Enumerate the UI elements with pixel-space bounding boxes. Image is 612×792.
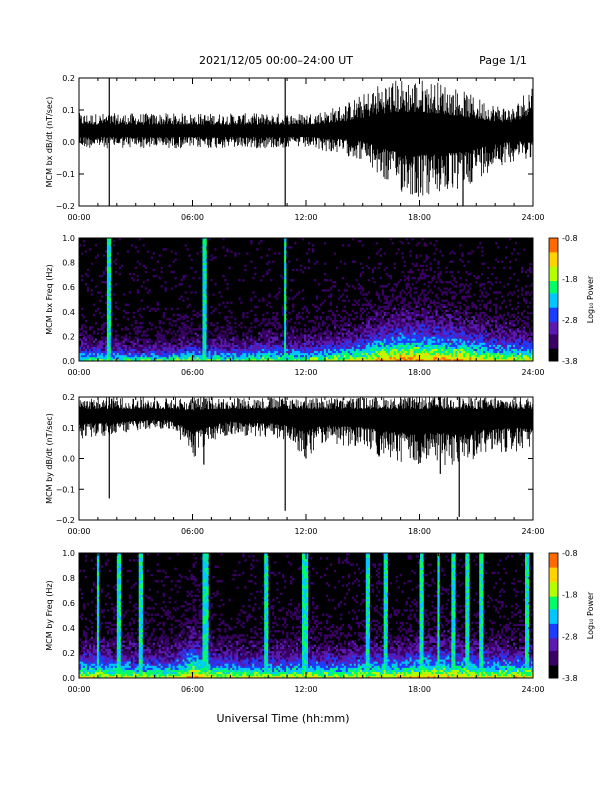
trace-line <box>78 80 533 197</box>
colorbar-tick-label: -3.8 <box>562 674 578 683</box>
x-tick-label: 24:00 <box>521 213 544 222</box>
y-tick-label: −0.1 <box>56 485 75 494</box>
y-tick-label: 0.8 <box>62 574 75 583</box>
colorbar-tick-label: -0.8 <box>562 549 578 558</box>
y-tick-label: 0.6 <box>62 283 75 292</box>
panel-3: 0.2 0.1 0.0 −0.1 −0.2 00:00 06:00 12:00 18:00 24:… <box>45 393 545 536</box>
page-number: Page 1/1 <box>479 54 527 67</box>
x-tick-label: 12:00 <box>294 213 317 222</box>
x-tick-label: 00:00 <box>67 685 90 694</box>
x-tick-label: 06:00 <box>181 527 204 536</box>
x-tick-label: 00:00 <box>67 368 90 377</box>
y-tick-label: 0.0 <box>62 138 75 147</box>
y-tick-label: 0.6 <box>62 599 75 608</box>
x-tick-label: 00:00 <box>67 213 90 222</box>
y-tick-label: −0.1 <box>56 170 75 179</box>
y-tick-label: 0.0 <box>62 357 75 366</box>
y-tick-label: 0.8 <box>62 259 75 268</box>
x-tick-label: 00:00 <box>67 527 90 536</box>
x-tick-label: 06:00 <box>181 685 204 694</box>
colorbar: -0.8 -1.8 -2.8 -3.8 Log₁₀ Power <box>548 234 595 366</box>
x-tick-label: 06:00 <box>181 213 204 222</box>
y-tick-label: 0.0 <box>62 455 75 464</box>
x-tick-label: 24:00 <box>521 368 544 377</box>
y-tick-label: 1.0 <box>62 234 75 243</box>
colorbar-label: Log₁₀ Power <box>586 275 595 323</box>
y-tick-label: −0.2 <box>56 202 75 211</box>
colorbar-tick-label: -1.8 <box>562 275 578 284</box>
panel-1: 0.2 0.1 0.0 −0.1 −0.2 00:00 06:00 12:00 18:00 24:… <box>45 74 545 222</box>
y-axis-label: MCM by dB/dt (nT/sec) <box>45 413 54 504</box>
x-tick-label: 24:00 <box>521 685 544 694</box>
x-tick-label: 12:00 <box>294 527 317 536</box>
x-tick-label: 06:00 <box>181 368 204 377</box>
y-tick-label: 0.4 <box>62 624 75 633</box>
y-tick-label: 0.2 <box>62 74 75 83</box>
y-tick-label: 0.1 <box>62 424 75 433</box>
colorbar: -0.8 -1.8 -2.8 -3.8 Log₁₀ Power <box>548 549 595 683</box>
colorbar-label: Log₁₀ Power <box>586 591 595 639</box>
y-tick-label: −0.2 <box>56 516 75 525</box>
x-tick-label: 18:00 <box>408 213 431 222</box>
y-tick-label: 0.4 <box>62 308 75 317</box>
x-tick-label: 24:00 <box>521 527 544 536</box>
y-tick-label: 0.1 <box>62 106 75 115</box>
y-tick-label: 0.2 <box>62 649 75 658</box>
x-tick-label: 12:00 <box>294 368 317 377</box>
x-tick-label: 18:00 <box>408 527 431 536</box>
y-tick-label: 1.0 <box>62 549 75 558</box>
spectrogram-cells <box>79 553 534 679</box>
colorbar-tick-label: -2.8 <box>562 316 578 325</box>
spectrogram-cells <box>79 238 534 362</box>
colorbar-tick-label: -2.8 <box>562 632 578 641</box>
x-axis-label: Universal Time (hh:mm) <box>217 712 350 725</box>
y-axis-label: MCM bx dB/dt (nT/sec) <box>45 97 54 188</box>
colorbar-tick-label: -0.8 <box>562 234 578 243</box>
figure-title: 2021/12/05 00:00–24:00 UT <box>199 54 353 67</box>
colorbar-tick-label: -3.8 <box>562 357 578 366</box>
panel-2: 1.0 0.8 0.6 0.4 0.2 0.0 00:00 06:00 12:00 18:00 24… <box>45 234 545 377</box>
colorbar-tick-label: -1.8 <box>562 591 578 600</box>
panel-4: 1.0 0.8 0.6 0.4 0.2 0.0 00:00 06:00 12:00 18:00 24… <box>45 549 545 694</box>
x-tick-label: 18:00 <box>408 685 431 694</box>
panels: 0.2 0.1 0.0 −0.1 −0.2 00:00 06:00 12:00 18:00 24:… <box>45 74 545 694</box>
x-tick-label: 12:00 <box>294 685 317 694</box>
y-tick-label: 0.2 <box>62 393 75 402</box>
y-tick-label: 0.2 <box>62 332 75 341</box>
x-tick-label: 18:00 <box>408 368 431 377</box>
y-axis-label: MCM bx Freq (Hz) <box>45 264 54 334</box>
y-tick-label: 0.0 <box>62 674 75 683</box>
y-axis-label: MCM by Freq (Hz) <box>45 580 54 650</box>
